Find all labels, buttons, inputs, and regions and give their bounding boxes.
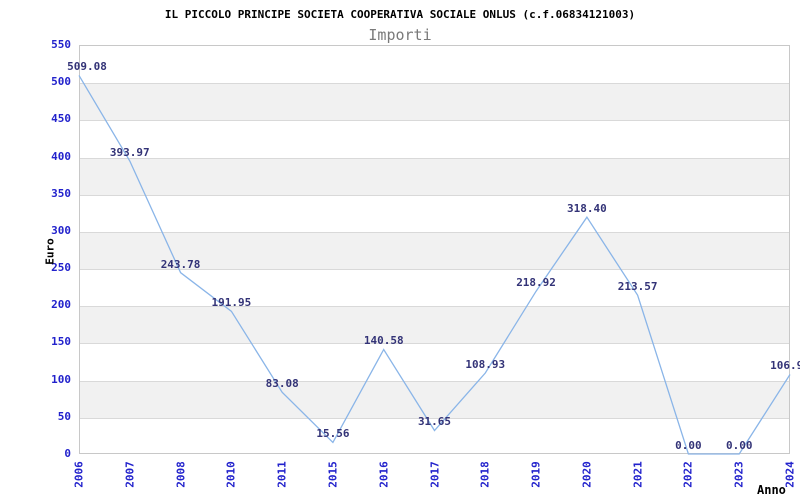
y-tick-label: 350: [51, 186, 71, 200]
y-tick-label: 0: [64, 447, 71, 460]
data-point-label: 15.56: [316, 427, 350, 441]
y-tick-label: 450: [51, 112, 71, 126]
x-tick-label: 2019: [529, 461, 543, 488]
gridline: [80, 380, 789, 382]
data-point-label: 318.40: [566, 202, 607, 216]
x-tick-label: 2010: [224, 461, 238, 488]
x-tick-label: 2020: [580, 461, 594, 488]
plot-band: [80, 157, 789, 195]
y-tick-label: 100: [51, 372, 71, 386]
data-point-label: 106.96: [770, 359, 800, 373]
data-point-label: 140.58: [363, 334, 404, 348]
plot-band: [80, 231, 789, 270]
gridline: [80, 157, 789, 159]
data-point-label: 0.00: [725, 439, 753, 452]
x-tick-label: 2018: [478, 461, 492, 488]
x-tick-label: 2007: [123, 461, 137, 488]
data-point-label: 509.08: [67, 60, 107, 74]
plot-band: [80, 83, 789, 121]
y-tick-label: 500: [51, 75, 71, 89]
x-tick-label: 2022: [681, 461, 695, 488]
y-tick-label: 150: [51, 335, 71, 349]
x-tick-label: 2021: [631, 461, 645, 488]
data-point-label: 218.92: [516, 276, 556, 290]
plot-area: [79, 45, 790, 454]
gridline: [80, 343, 789, 345]
data-point-label: 191.95: [211, 296, 252, 310]
y-axis-title: Euro: [43, 238, 57, 265]
gridline: [80, 417, 789, 419]
chart-subtitle: Importi: [368, 26, 432, 44]
x-tick-label: 2006: [72, 461, 86, 488]
series-line: [78, 75, 791, 455]
gridline: [80, 194, 789, 196]
data-point-label: 31.65: [417, 415, 452, 429]
gridline: [80, 83, 789, 85]
y-tick-label: 200: [51, 298, 71, 312]
plot-band: [80, 306, 789, 344]
gridline: [80, 306, 789, 308]
gridline: [80, 120, 789, 122]
data-point-label: 393.97: [109, 146, 150, 160]
x-tick-label: 2008: [174, 461, 188, 488]
y-tick-label: 250: [51, 261, 71, 275]
x-tick-label: 2016: [377, 461, 391, 488]
gridline: [80, 269, 789, 271]
y-tick-label: 400: [51, 149, 71, 163]
gridline: [80, 231, 789, 233]
x-tick-label: 2015: [326, 461, 340, 488]
x-axis-title: Anno: [757, 483, 786, 497]
y-tick-label: 50: [57, 409, 71, 423]
y-tick-label: 300: [51, 223, 71, 237]
chart-title: IL PICCOLO PRINCIPE SOCIETA COOPERATIVA …: [164, 8, 636, 21]
x-tick-label: 2023: [732, 461, 746, 488]
x-tick-label: 2011: [275, 461, 289, 488]
data-point-label: 213.57: [617, 280, 658, 294]
y-tick-label: 550: [51, 38, 71, 51]
data-point-label: 108.93: [465, 357, 506, 371]
x-tick-label: 2017: [428, 461, 441, 488]
data-point-label: 243.78: [160, 257, 201, 271]
data-point-label: 83.08: [265, 377, 299, 391]
data-point-label: 0.00: [675, 439, 702, 452]
